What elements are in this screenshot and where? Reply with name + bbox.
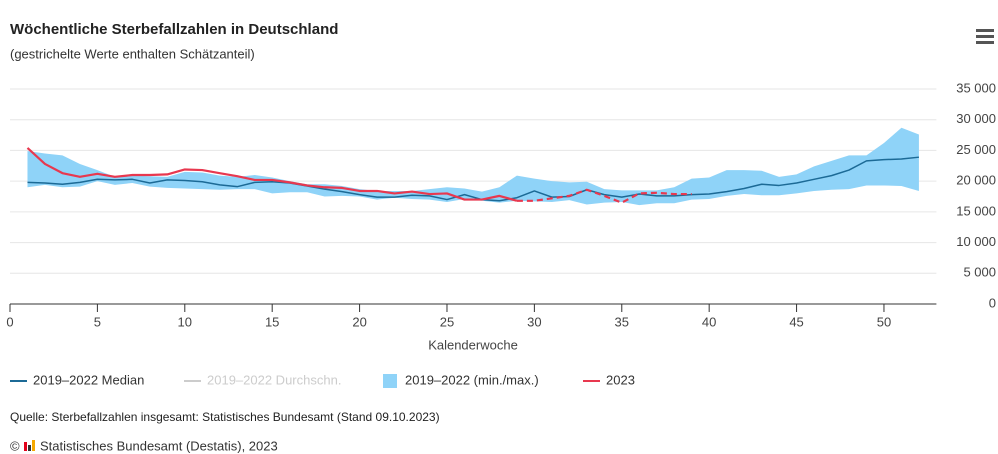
series-line (26, 147, 518, 202)
y-tick-label: 10 000 (956, 234, 996, 249)
logo-bar (24, 442, 27, 451)
y-tick-label: 20 000 (956, 173, 996, 188)
menu-bar[interactable] (976, 41, 994, 44)
x-tick-label: 40 (702, 314, 716, 329)
x-tick-label: 50 (877, 314, 891, 329)
y-tick-label: 5 000 (963, 265, 996, 280)
x-axis-title: Kalenderwoche (428, 337, 518, 352)
x-tick-label: 35 (615, 314, 629, 329)
chart-subtitle: (gestrichelte Werte enthalten Schätzante… (10, 46, 255, 61)
legend-label: 2019–2022 (min./max.) (405, 372, 539, 387)
chart-title: Wöchentliche Sterbefallzahlen in Deutsch… (10, 21, 338, 38)
series-line (516, 188, 692, 204)
x-tick-label: 30 (527, 314, 541, 329)
y-tick-label: 35 000 (956, 80, 996, 95)
x-tick-label: 45 (789, 314, 803, 329)
logo-bar (32, 440, 35, 451)
source: Quelle: Sterbefallzahlen insgesamt: Stat… (10, 410, 440, 424)
legend-item[interactable]: 2019–2022 Median (10, 372, 144, 387)
legend-label: 2023 (606, 372, 635, 387)
copyright: Statistisches Bundesamt (Destatis), 2023 (40, 438, 278, 453)
legend-item[interactable]: 2019–2022 (min./max.) (383, 372, 539, 388)
legend-item[interactable]: 2023 (583, 372, 635, 387)
logo (24, 440, 35, 451)
plot (26, 127, 919, 206)
x-tick-label: 25 (440, 314, 454, 329)
x-tick-label: 20 (352, 314, 366, 329)
logo-bar (28, 445, 31, 451)
series-line (27, 156, 919, 202)
y-tick-label: 30 000 (956, 111, 996, 126)
x-tick-label: 10 (178, 314, 192, 329)
legend-item[interactable]: 2019–2022 Durchschn. (184, 372, 341, 387)
copyright-symbol: © (10, 438, 20, 453)
range-area (27, 127, 919, 206)
y-tick-label: 0 (989, 295, 996, 310)
x-tick-label: 0 (6, 314, 13, 329)
legend-label: 2019–2022 Median (33, 372, 144, 387)
legend-label: 2019–2022 Durchschn. (207, 372, 341, 387)
menu-button[interactable] (976, 29, 994, 44)
x-tick-label: 5 (94, 314, 101, 329)
x-tick-label: 15 (265, 314, 279, 329)
y-tick-label: 25 000 (956, 142, 996, 157)
legend-swatch (383, 374, 397, 388)
menu-bar[interactable] (976, 29, 994, 32)
menu-bar[interactable] (976, 35, 994, 38)
y-tick-label: 15 000 (956, 203, 996, 218)
